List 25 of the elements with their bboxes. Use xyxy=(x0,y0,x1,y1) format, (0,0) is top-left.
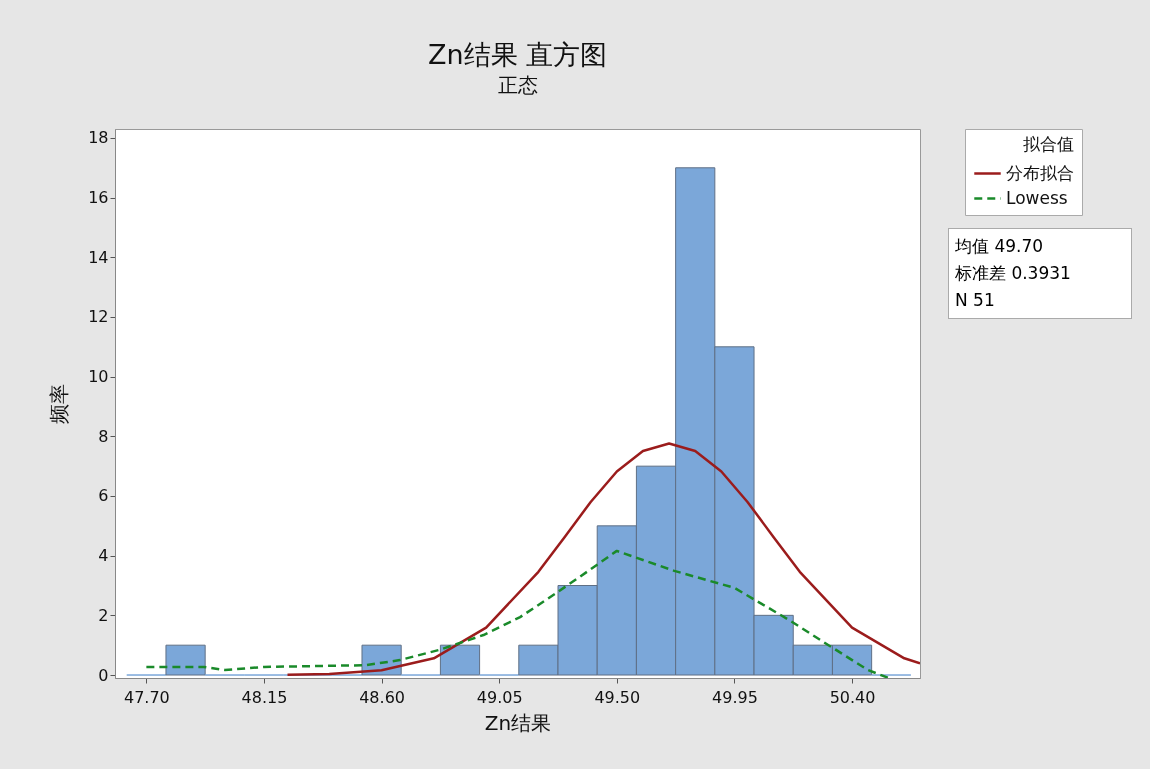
chart-subtitle: 正态 xyxy=(497,72,538,97)
y-tick-label: 2 xyxy=(98,605,109,625)
y-tick-label: 6 xyxy=(98,486,109,506)
legend-label: Lowess xyxy=(1006,187,1068,208)
x-axis-title: Zn结果 xyxy=(484,710,552,735)
x-tick-label: 49.05 xyxy=(476,687,523,707)
chart-title: Zn结果 直方图 xyxy=(427,38,608,70)
x-tick-label: 48.15 xyxy=(241,687,288,707)
y-tick-label: 4 xyxy=(98,546,109,566)
y-tick-label: 8 xyxy=(98,426,109,446)
y-tick-label: 0 xyxy=(98,665,109,685)
y-tick-label: 16 xyxy=(88,188,109,208)
x-tick-label: 49.95 xyxy=(712,687,758,707)
x-tick-label: 48.60 xyxy=(359,687,405,707)
x-tick-label: 49.50 xyxy=(594,687,641,707)
y-tick-label: 10 xyxy=(88,367,109,387)
x-tick-label: 47.70 xyxy=(123,687,170,707)
y-axis-title: 频率 xyxy=(47,384,72,424)
legend-title: 拟合值 xyxy=(1023,134,1074,154)
y-tick-label: 18 xyxy=(88,128,109,148)
legend-label: 分布拟合 xyxy=(1006,162,1074,183)
y-tick-label: 12 xyxy=(88,307,109,327)
x-tick-label: 50.40 xyxy=(829,687,876,707)
statistics-box: 均值 49.70 标准差 0.3931 N 51 xyxy=(948,228,1132,319)
y-tick-label: 14 xyxy=(88,247,109,267)
